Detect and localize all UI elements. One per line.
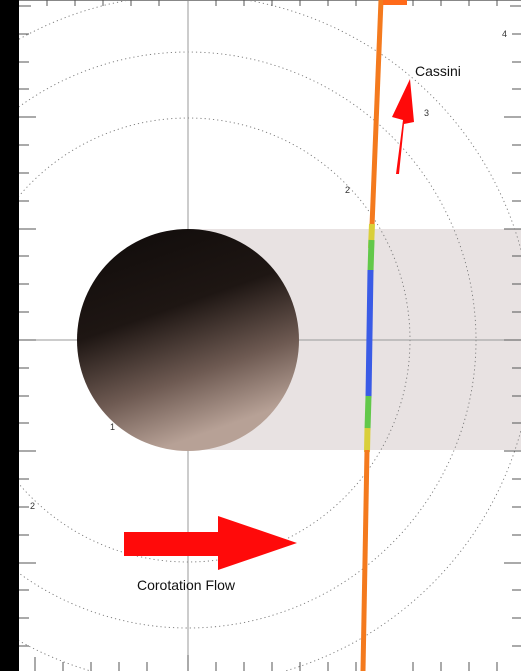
enceladus-disk-icon (77, 229, 299, 451)
bottom-axis-ticks (34, 655, 498, 671)
ring-label-1: 1 (110, 422, 115, 432)
up-arrow-icon (392, 79, 414, 174)
left-border (0, 0, 19, 671)
trajectory-segment-upper (369, 0, 384, 227)
right-axis-ticks (504, 5, 521, 647)
trajectory-segment-lower (360, 449, 370, 671)
top-axis-ticks (46, 0, 498, 6)
corotation-flow-label: Corotation Flow (137, 577, 236, 593)
trajectory-segment-edge-lower (364, 427, 371, 453)
ring-label-3: 3 (424, 108, 429, 118)
right-arrow-icon (124, 516, 297, 570)
ring-label-2-left: 2 (30, 501, 35, 511)
cassini-label: Cassini (415, 63, 461, 79)
trajectory-segment-core (365, 269, 374, 399)
trajectory-segment-inner-lower (364, 395, 372, 431)
ring-label-4: 4 (502, 29, 507, 39)
cassini-trajectory (360, 0, 407, 671)
trajectory-segment-inner-upper (367, 239, 375, 273)
left-axis-ticks (19, 5, 36, 647)
trajectory-top-marker (383, 0, 407, 5)
ring-label-2-upper: 2 (345, 185, 350, 195)
